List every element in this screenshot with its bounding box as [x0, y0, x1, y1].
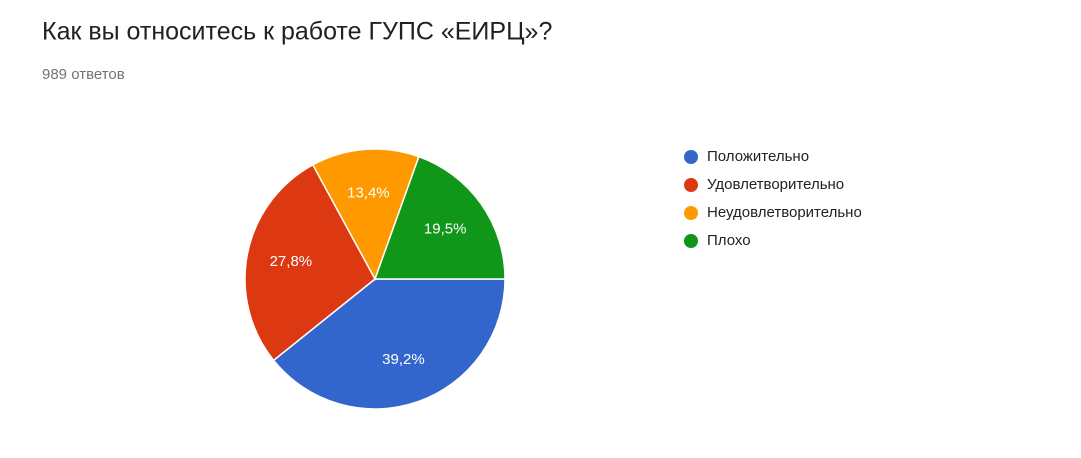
pie-slice	[373, 155, 506, 280]
legend-marker	[684, 206, 698, 220]
legend-label: Положительно	[707, 148, 809, 165]
data-label: 13,4%	[347, 184, 390, 201]
data-label: 19,5%	[424, 221, 467, 238]
chart-subtitle: 989 ответов	[42, 66, 125, 83]
legend-label: Удовлетворительно	[707, 176, 844, 193]
pie-slice	[272, 278, 506, 410]
legend-marker	[684, 234, 698, 248]
chart-title: Как вы относитесь к работе ГУПС «ЕИРЦ»?	[42, 18, 552, 46]
legend-marker	[684, 178, 698, 192]
pie-slice	[244, 163, 376, 362]
legend-label: Плохо	[707, 232, 751, 249]
legend-label: Неудовлетворительно	[707, 204, 862, 221]
legend-marker	[684, 150, 698, 164]
data-label: 27,8%	[270, 253, 313, 270]
data-label: 39,2%	[382, 351, 425, 368]
pie-slice	[311, 148, 420, 281]
